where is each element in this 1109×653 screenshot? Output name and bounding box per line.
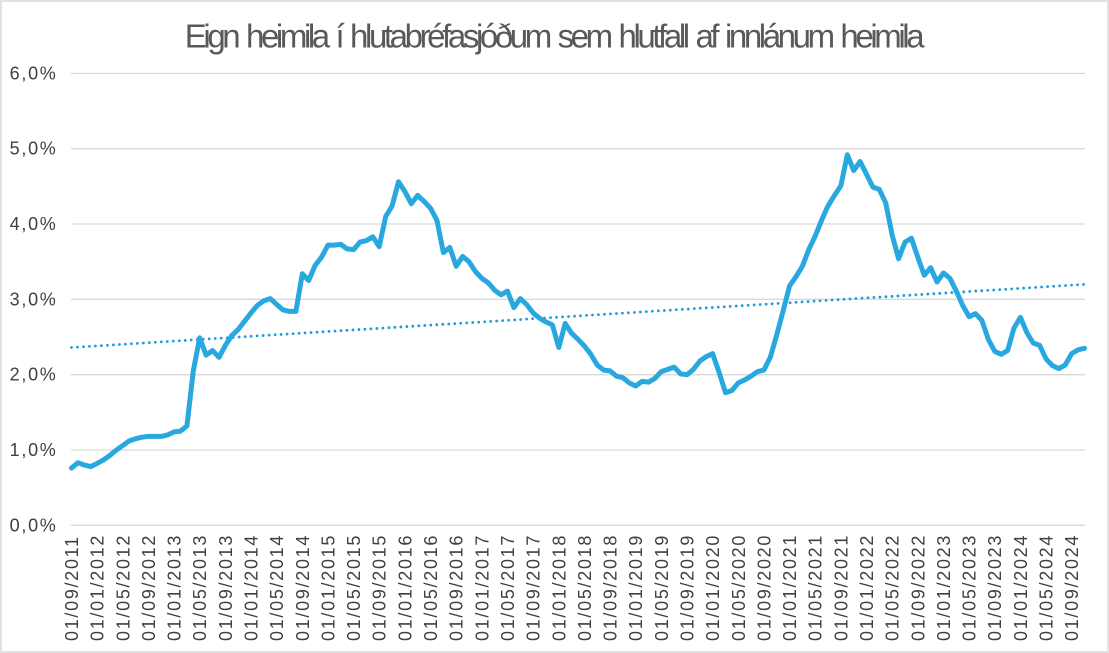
svg-text:01/05/2017: 01/05/2017 [498, 534, 518, 641]
svg-text:01/05/2019: 01/05/2019 [652, 534, 672, 641]
svg-text:01/05/2020: 01/05/2020 [729, 534, 749, 641]
svg-text:01/05/2013: 01/05/2013 [190, 534, 210, 641]
svg-text:1,0%: 1,0% [10, 440, 58, 460]
svg-text:01/09/2014: 01/09/2014 [293, 534, 313, 641]
svg-text:01/01/2018: 01/01/2018 [549, 534, 569, 641]
svg-text:2,0%: 2,0% [10, 365, 58, 385]
svg-text:01/01/2020: 01/01/2020 [703, 534, 723, 641]
svg-text:Eign heimila í hlutabréfasjóðu: Eign heimila í hlutabréfasjóðum sem hlut… [185, 18, 925, 55]
svg-text:01/09/2015: 01/09/2015 [370, 534, 390, 641]
svg-text:01/01/2022: 01/01/2022 [857, 534, 877, 641]
svg-text:01/01/2023: 01/01/2023 [934, 534, 954, 641]
svg-text:01/05/2022: 01/05/2022 [883, 534, 903, 641]
svg-text:01/01/2012: 01/01/2012 [88, 534, 108, 641]
svg-text:01/05/2021: 01/05/2021 [806, 534, 826, 641]
svg-text:01/09/2020: 01/09/2020 [754, 534, 774, 641]
svg-text:6,0%: 6,0% [10, 63, 58, 83]
svg-text:01/09/2023: 01/09/2023 [985, 534, 1005, 641]
svg-text:01/05/2012: 01/05/2012 [113, 534, 133, 641]
svg-text:3,0%: 3,0% [10, 289, 58, 309]
svg-text:4,0%: 4,0% [10, 214, 58, 234]
svg-text:01/05/2018: 01/05/2018 [575, 534, 595, 641]
svg-text:01/05/2014: 01/05/2014 [267, 534, 287, 641]
svg-text:01/05/2023: 01/05/2023 [960, 534, 980, 641]
svg-text:01/05/2024: 01/05/2024 [1037, 534, 1057, 641]
svg-text:01/09/2022: 01/09/2022 [908, 534, 928, 641]
svg-text:0,0%: 0,0% [10, 515, 58, 535]
svg-text:01/09/2021: 01/09/2021 [831, 534, 851, 641]
svg-text:01/01/2015: 01/01/2015 [319, 534, 339, 641]
svg-text:01/01/2021: 01/01/2021 [780, 534, 800, 641]
svg-text:5,0%: 5,0% [10, 139, 58, 159]
svg-text:01/05/2015: 01/05/2015 [344, 534, 364, 641]
svg-text:01/09/2013: 01/09/2013 [216, 534, 236, 641]
svg-text:01/09/2012: 01/09/2012 [139, 534, 159, 641]
svg-text:01/05/2016: 01/05/2016 [421, 534, 441, 641]
svg-text:01/09/2018: 01/09/2018 [601, 534, 621, 641]
svg-text:01/09/2017: 01/09/2017 [524, 534, 544, 641]
svg-text:01/01/2016: 01/01/2016 [395, 534, 415, 641]
svg-text:01/01/2024: 01/01/2024 [1011, 534, 1031, 641]
svg-text:01/01/2014: 01/01/2014 [242, 534, 262, 641]
svg-text:01/01/2019: 01/01/2019 [626, 534, 646, 641]
svg-text:01/01/2013: 01/01/2013 [165, 534, 185, 641]
svg-text:01/01/2017: 01/01/2017 [472, 534, 492, 641]
svg-text:01/09/2019: 01/09/2019 [678, 534, 698, 641]
svg-text:01/09/2024: 01/09/2024 [1062, 534, 1082, 641]
svg-text:01/09/2011: 01/09/2011 [62, 535, 82, 641]
svg-text:01/09/2016: 01/09/2016 [447, 534, 467, 641]
